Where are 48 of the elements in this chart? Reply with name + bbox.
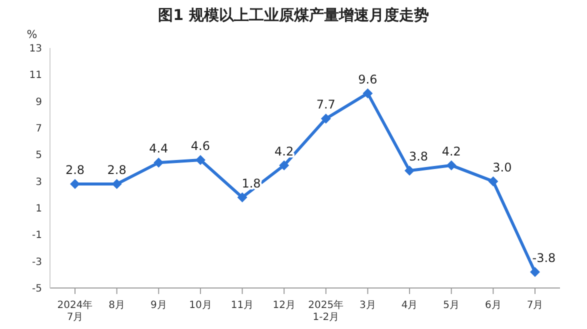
x-tick-label: 5月	[443, 300, 460, 311]
point	[530, 267, 540, 277]
point	[112, 179, 122, 189]
y-tick-label: 13	[29, 44, 42, 55]
data-label: 2.8	[107, 163, 126, 177]
point	[70, 179, 80, 189]
data-label: 9.6	[358, 72, 378, 86]
point	[404, 166, 415, 176]
data-label: 2.8	[65, 163, 85, 177]
point	[320, 114, 331, 124]
x-tick-label: 9月	[150, 300, 167, 311]
x-tick-label: 4月	[401, 300, 418, 311]
x-tick-label: 7月	[526, 300, 544, 311]
point	[279, 160, 290, 170]
y-tick-label: 3	[36, 176, 42, 188]
y-tick-label: 9	[36, 96, 42, 108]
y-tick-label: 7	[36, 124, 42, 135]
point	[362, 88, 373, 98]
x-tick-label: 2025年 1-2月	[308, 299, 344, 323]
y-tick-label: 11	[29, 70, 42, 82]
y-tick-label: 1	[36, 204, 42, 215]
x-tick-label: 2024年 7月	[57, 299, 93, 323]
x-tick-label: 12月	[272, 300, 296, 311]
data-label: 3.8	[409, 150, 428, 164]
y-tick-label: 5	[36, 150, 42, 162]
data-label: 4.2	[442, 144, 461, 158]
point	[154, 158, 164, 168]
data-label: 4.6	[190, 139, 210, 153]
y-tick-label: -1	[32, 230, 42, 242]
point	[237, 192, 248, 202]
y-tick-label: -5	[32, 284, 42, 295]
point	[195, 155, 206, 165]
x-tick-label: 10月	[189, 300, 212, 311]
data-label: 1.8	[242, 176, 261, 190]
point	[488, 176, 498, 186]
y-axis-title: %	[26, 28, 38, 41]
chart-title: 图1 规模以上工业原煤产量增速月度走势	[157, 6, 430, 25]
x-tick-label: 8月	[108, 300, 126, 311]
x-tick-label: 6月	[484, 300, 502, 311]
data-label: 4.4	[149, 142, 168, 156]
data-label: 4.2	[274, 144, 294, 158]
x-tick-label: 11月	[230, 300, 254, 311]
y-tick-label: -3	[32, 256, 42, 268]
data-label: -3.8	[532, 251, 556, 265]
point	[446, 160, 456, 170]
data-label: 3.0	[492, 160, 512, 174]
data-label: 7.7	[316, 98, 336, 112]
x-tick-label: 3月	[360, 300, 376, 311]
